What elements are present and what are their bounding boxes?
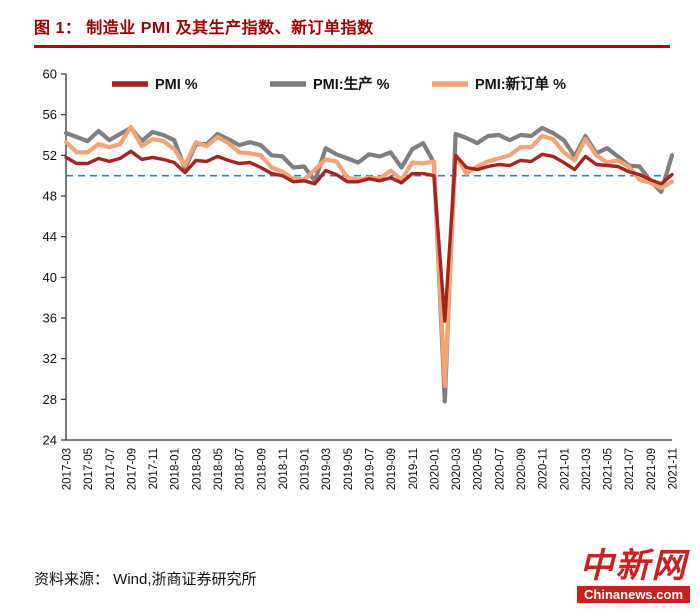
x-tick-label: 2020-05	[473, 448, 485, 490]
series-line-production	[63, 125, 675, 404]
x-tick-label: 2021-11	[668, 448, 680, 489]
y-tick-label: 52	[43, 148, 57, 163]
figure-title-bar: 图 1： 制造业 PMI 及其生产指数、新订单指数	[34, 14, 670, 48]
x-tick-label: 2021-01	[559, 448, 571, 490]
x-tick-label: 2020-09	[516, 448, 528, 490]
x-tick-label: 2021-07	[624, 448, 636, 490]
pmi-line-chart: 24 28 32 36 40 44 48 52 56 60 2017-03 2017-05 2017-0…	[43, 67, 680, 491]
x-tick-label: 2020-01	[429, 448, 441, 490]
legend-label-production: PMI:生产 %	[313, 75, 390, 93]
x-tick-label: 2018-07	[235, 448, 247, 490]
x-tick-label: 2021-05	[603, 448, 615, 490]
chinanews-logo: 中新网 Chinanews.com	[577, 549, 690, 603]
y-tick-label: 56	[43, 107, 57, 122]
x-tick-label: 2018-09	[256, 448, 268, 490]
source-note: 资料来源： Wind,浙商证券研究所	[34, 571, 257, 588]
x-tick-label: 2021-03	[581, 448, 593, 490]
y-tick-label: 32	[43, 351, 57, 366]
footer: 资料来源： Wind,浙商证券研究所 中新网 Chinanews.com	[0, 549, 700, 603]
y-tick-label: 24	[43, 433, 57, 448]
x-tick-label: 2020-03	[451, 448, 463, 490]
x-tick-label: 2019-11	[408, 448, 420, 489]
x-tick-label: 2017-11	[148, 448, 160, 489]
y-tick-label: 60	[43, 67, 57, 82]
y-tick-label: 40	[43, 270, 57, 285]
chinanews-logo-domain: Chinanews.com	[577, 586, 690, 603]
y-tick-label: 36	[43, 311, 57, 326]
figure-title: 图 1： 制造业 PMI 及其生产指数、新订单指数	[34, 20, 374, 37]
page: 图 1： 制造业 PMI 及其生产指数、新订单指数 24 28 32 36 40 44 48…	[0, 14, 700, 611]
x-tick-label: 2019-01	[300, 448, 312, 490]
x-tick-label: 2019-03	[321, 448, 333, 490]
y-tick-label: 28	[43, 392, 57, 407]
x-tick-label: 2019-07	[365, 448, 377, 490]
x-tick-label: 2017-07	[105, 448, 117, 490]
x-tick-label: 2018-01	[170, 448, 182, 490]
x-tick-label: 2017-03	[62, 448, 74, 490]
legend-label-pmi: PMI %	[155, 77, 198, 93]
legend-label-new_orders: PMI:新订单 %	[475, 75, 566, 93]
y-tick-label: 44	[43, 229, 57, 244]
x-tick-label: 2018-03	[191, 448, 203, 490]
x-tick-label: 2017-09	[126, 448, 138, 490]
x-tick-label: 2019-05	[343, 448, 355, 490]
x-tick-label: 2020-11	[538, 448, 550, 489]
x-tick-label: 2021-09	[646, 448, 658, 490]
series-line-pmi	[64, 149, 674, 323]
x-tick-label: 2018-05	[213, 448, 225, 490]
chinanews-logo-text: 中新网	[579, 547, 688, 585]
series-line-new_orders	[63, 124, 675, 389]
x-tick-label: 2017-05	[83, 448, 95, 490]
x-tick-label: 2020-07	[494, 448, 506, 490]
y-tick-label: 48	[43, 189, 57, 204]
x-tick-label: 2019-09	[386, 448, 398, 490]
chart-area: 24 28 32 36 40 44 48 52 56 60 2017-03 2017-05 2017-0…	[20, 60, 700, 523]
x-tick-label: 2018-11	[278, 448, 290, 489]
